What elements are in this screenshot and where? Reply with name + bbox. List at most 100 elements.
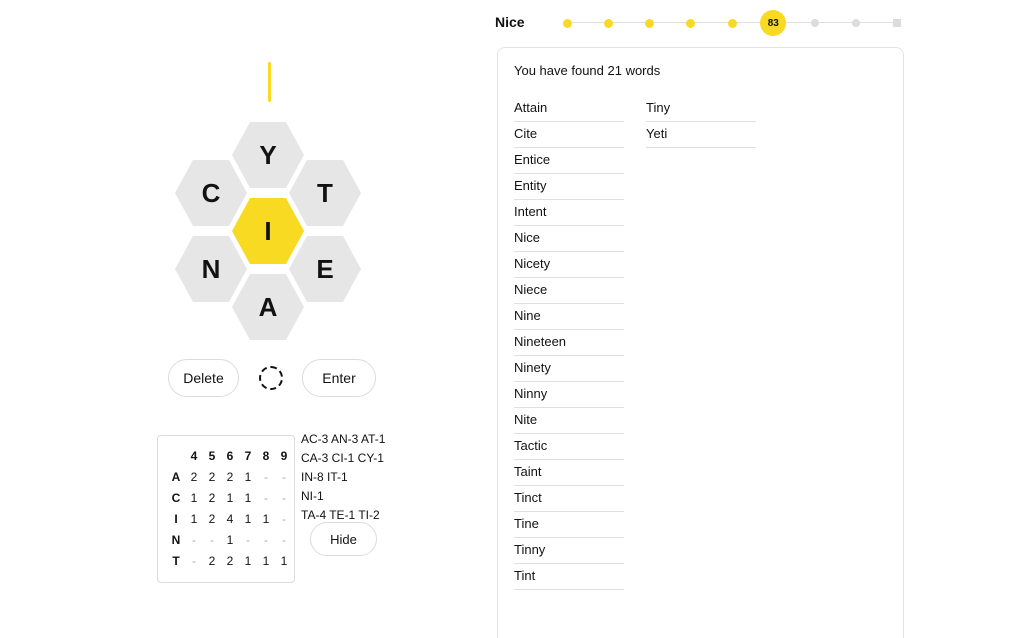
stats-cell: - [264,490,268,505]
stats-cell: 4 [226,511,234,526]
stats-col-header: 6 [226,448,234,463]
stats-cell: 1 [244,553,252,568]
found-word: Tinct [514,486,624,512]
score-badge: 83 [760,10,787,36]
stats-cell: - [210,532,214,547]
found-count-text: You have found 21 words [514,63,661,78]
stats-col-header: 4 [190,448,198,463]
found-word: Ninny [514,382,624,408]
hive-cell-outer[interactable]: T [289,160,361,226]
hive-cell-center[interactable]: I [232,198,304,264]
hive-cell-outer[interactable]: E [289,236,361,302]
word-columns: Attain Cite Entice Entity Intent Nice Ni… [514,96,756,590]
found-words-panel: You have found 21 words Attain Cite Enti… [497,47,904,638]
stats-row-letter: N [171,532,181,547]
progress-dot-upcoming [802,10,828,36]
found-word: Ninety [514,356,624,382]
progress-dot-completed [678,10,704,36]
found-word: Nine [514,304,624,330]
two-letter-line: IN-8 IT-1 [301,470,348,484]
stats-cell: - [192,553,196,568]
found-word: Tine [514,512,624,538]
two-letter-list: AC-3 AN-3 AT-1 CA-3 CI-1 CY-1 IN-8 IT-1 … [301,430,401,525]
hive-cell-outer[interactable]: Y [232,122,304,188]
found-word: Nicety [514,252,624,278]
found-word: Intent [514,200,624,226]
stats-cell: - [282,469,286,484]
two-letter-line: TA-4 TE-1 TI-2 [301,508,380,522]
word-input-caret [268,62,271,102]
stats-cell: - [264,469,268,484]
two-letter-line: NI-1 [301,489,324,503]
stats-cell: 1 [244,511,252,526]
game-controls: Delete Enter [168,359,376,397]
stats-col-header: 7 [244,448,252,463]
stats-col-header: 9 [280,448,288,463]
rank-label: Nice [495,14,525,30]
stats-cell: 2 [208,511,216,526]
stats-row-letter: T [172,553,180,568]
found-word: Nice [514,226,624,252]
stats-row-letter: I [174,511,178,526]
progress-dot-completed [719,10,745,36]
stats-row-letter: C [171,490,181,505]
letter-stats-table: 4 5 6 7 8 9 A 2 2 2 1 - - C 1 2 1 1 [167,445,293,571]
progress-bar: 83 [554,10,910,36]
progress-dot-completed [637,10,663,36]
letter-stats-box: 4 5 6 7 8 9 A 2 2 2 1 - - C 1 2 1 1 [157,435,295,583]
stats-cell: 1 [190,490,198,505]
stats-cell: 1 [244,490,252,505]
stats-cell: - [282,532,286,547]
found-word: Nineteen [514,330,624,356]
stats-cell: - [264,532,268,547]
hide-hints-button[interactable]: Hide [310,522,377,556]
stats-cell: 2 [208,469,216,484]
word-list-column-2: Tiny Yeti [646,96,756,590]
found-word: Taint [514,460,624,486]
stats-cell: 2 [226,553,234,568]
progress-dot-completed [554,10,580,36]
stats-cell: 1 [226,490,234,505]
stats-cell: 2 [190,469,198,484]
stats-cell: 1 [244,469,252,484]
stats-cell: 1 [262,553,270,568]
stats-col-header: 5 [208,448,216,463]
stats-cell: 1 [226,532,234,547]
delete-button[interactable]: Delete [168,359,239,397]
stats-cell: - [246,532,250,547]
stats-cell: 2 [208,490,216,505]
hive-cell-outer[interactable]: N [175,236,247,302]
found-word: Attain [514,96,624,122]
progress-dot-completed [595,10,621,36]
stats-cell: - [282,490,286,505]
found-word: Tint [514,564,624,590]
found-word: Tinny [514,538,624,564]
stats-corner [167,445,185,466]
stats-col-header: 8 [262,448,270,463]
stats-cell: 2 [226,469,234,484]
two-letter-line: CA-3 CI-1 CY-1 [301,451,384,465]
word-list-column-1: Attain Cite Entice Entity Intent Nice Ni… [514,96,624,590]
found-word: Entity [514,174,624,200]
hive-cell-outer[interactable]: C [175,160,247,226]
shuffle-button[interactable] [251,359,290,397]
hive-cell-outer[interactable]: A [232,274,304,340]
found-word: Niece [514,278,624,304]
found-word: Entice [514,148,624,174]
found-word: Nite [514,408,624,434]
progress-end-marker [884,10,910,36]
two-letter-line: AC-3 AN-3 AT-1 [301,432,386,446]
found-word: Yeti [646,122,756,148]
enter-button[interactable]: Enter [302,359,376,397]
shuffle-icon [258,366,283,390]
progress-dot-upcoming [843,10,869,36]
stats-cell: 1 [262,511,270,526]
letter-hive: Y C T I N E A [175,122,361,340]
stats-cell: 1 [190,511,198,526]
stats-row-letter: A [171,469,181,484]
found-word: Cite [514,122,624,148]
stats-cell: - [282,511,286,526]
stats-cell: - [192,532,196,547]
found-word: Tiny [646,96,756,122]
